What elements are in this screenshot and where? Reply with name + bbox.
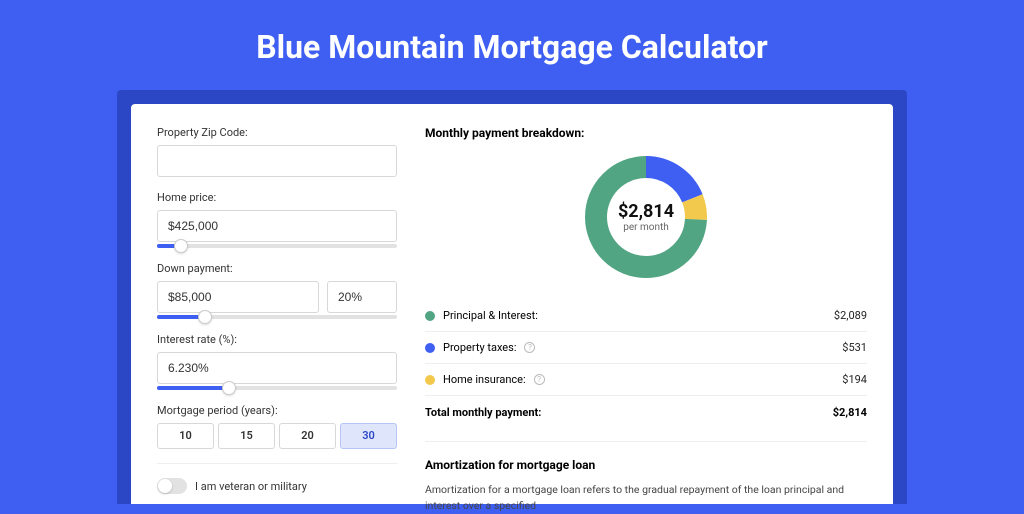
donut-amount: $2,814	[618, 201, 674, 222]
legend-amount: $194	[842, 373, 867, 386]
legend-label: Principal & Interest:	[443, 309, 538, 322]
amortization-text: Amortization for a mortgage loan refers …	[425, 482, 867, 514]
down-payment-amount-input[interactable]	[157, 281, 319, 313]
total-amount: $2,814	[833, 406, 867, 419]
veteran-toggle[interactable]	[157, 478, 187, 494]
legend-row: Principal & Interest: $2,089	[425, 300, 867, 332]
period-option-10[interactable]: 10	[157, 423, 214, 449]
legend-row: Home insurance:? $194	[425, 364, 867, 396]
breakdown-title: Monthly payment breakdown:	[425, 126, 867, 140]
down-payment-slider[interactable]	[157, 315, 397, 319]
form-column: Property Zip Code: Home price: Down paym…	[157, 126, 397, 504]
total-label: Total monthly payment:	[425, 406, 541, 419]
legend-swatch	[425, 375, 435, 385]
zip-group: Property Zip Code:	[157, 126, 397, 177]
donut-wrap: $2,814 per month	[425, 152, 867, 282]
interest-rate-group: Interest rate (%):	[157, 333, 397, 390]
donut-chart: $2,814 per month	[581, 152, 711, 282]
legend-swatch	[425, 311, 435, 321]
legend-label: Property taxes:	[443, 341, 516, 354]
donut-sub: per month	[623, 222, 669, 233]
amortization-section: Amortization for mortgage loan Amortizat…	[425, 441, 867, 514]
info-icon[interactable]: ?	[524, 342, 535, 353]
veteran-row: I am veteran or military	[157, 463, 397, 494]
legend-row: Property taxes:? $531	[425, 332, 867, 364]
home-price-group: Home price:	[157, 191, 397, 248]
period-label: Mortgage period (years):	[157, 404, 397, 417]
total-row: Total monthly payment: $2,814	[425, 396, 867, 429]
toggle-knob	[158, 479, 172, 493]
period-option-20[interactable]: 20	[279, 423, 336, 449]
period-option-30[interactable]: 30	[340, 423, 397, 449]
page-title: Blue Mountain Mortgage Calculator	[0, 0, 1024, 90]
legend-amount: $2,089	[834, 309, 867, 322]
legend-amount: $531	[842, 341, 867, 354]
donut-center: $2,814 per month	[581, 152, 711, 282]
info-icon[interactable]: ?	[534, 374, 545, 385]
amortization-title: Amortization for mortgage loan	[425, 458, 867, 472]
period-option-15[interactable]: 15	[218, 423, 275, 449]
down-payment-group: Down payment:	[157, 262, 397, 319]
zip-label: Property Zip Code:	[157, 126, 397, 139]
interest-rate-input[interactable]	[157, 352, 397, 384]
interest-rate-label: Interest rate (%):	[157, 333, 397, 346]
down-payment-label: Down payment:	[157, 262, 397, 275]
app-shell: Property Zip Code: Home price: Down paym…	[117, 90, 907, 504]
home-price-label: Home price:	[157, 191, 397, 204]
app-card: Property Zip Code: Home price: Down paym…	[131, 104, 893, 504]
legend-swatch	[425, 343, 435, 353]
interest-rate-slider[interactable]	[157, 386, 397, 390]
zip-input[interactable]	[157, 145, 397, 177]
home-price-slider[interactable]	[157, 244, 397, 248]
breakdown-column: Monthly payment breakdown: $2,814 per mo…	[425, 126, 867, 504]
legend-label: Home insurance:	[443, 373, 526, 386]
period-group: Mortgage period (years): 10152030	[157, 404, 397, 449]
home-price-input[interactable]	[157, 210, 397, 242]
veteran-label: I am veteran or military	[195, 480, 307, 493]
down-payment-pct-input[interactable]	[327, 281, 397, 313]
